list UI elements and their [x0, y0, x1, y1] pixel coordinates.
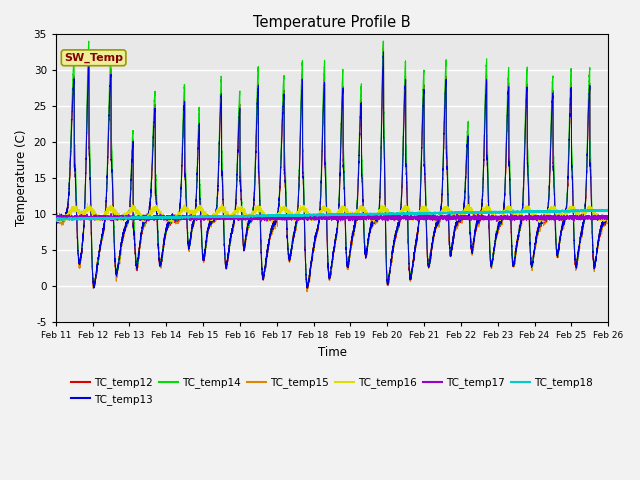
Text: SW_Temp: SW_Temp — [64, 53, 123, 63]
X-axis label: Time: Time — [317, 346, 346, 359]
Y-axis label: Temperature (C): Temperature (C) — [15, 130, 28, 226]
Title: Temperature Profile B: Temperature Profile B — [253, 15, 411, 30]
Legend: TC_temp12, TC_temp13, TC_temp14, TC_temp15, TC_temp16, TC_temp17, TC_temp18: TC_temp12, TC_temp13, TC_temp14, TC_temp… — [67, 373, 597, 409]
